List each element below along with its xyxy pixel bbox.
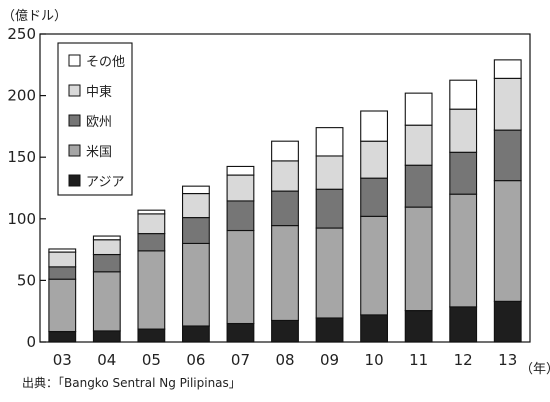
- y-tick-label-200: 200: [7, 87, 36, 105]
- bar-segment-12-s0: [449, 306, 478, 343]
- legend-label-0: その他: [86, 55, 125, 70]
- bar-segment-10-s1: [360, 215, 389, 316]
- bar-segment-04-s3: [92, 239, 121, 256]
- bar-segment-06-s0: [181, 325, 210, 343]
- bar-segment-13-s1: [493, 180, 522, 302]
- bar-segment-06-s2: [181, 217, 210, 244]
- bar-segment-09-s2: [315, 188, 344, 229]
- bar-segment-11-s4: [404, 92, 433, 126]
- bar-segment-11-s2: [404, 164, 433, 208]
- axes-layer: 0 50 100 150 200 250 03 04 05 06 07 08 09 10 11 12 13: [7, 25, 531, 369]
- source-note: 出典：「Bangko Sentral Ng Pilipinas」: [22, 376, 241, 390]
- bar-segment-12-s1: [449, 193, 478, 308]
- bar-segment-04-s0: [92, 330, 121, 343]
- legend-swatch-0: [68, 54, 81, 67]
- y-tick-label-100: 100: [7, 210, 36, 228]
- legend-label-2: 欧州: [86, 115, 112, 130]
- bar-segment-08-s2: [271, 190, 299, 227]
- bar-segment-03-s0: [48, 330, 77, 343]
- legend-swatch-2: [68, 114, 81, 127]
- bar-segment-06-s3: [181, 192, 210, 219]
- bar-segment-07-s1: [226, 229, 255, 325]
- x-tick-label-03: 03: [53, 351, 72, 369]
- bar-segment-11-s3: [404, 124, 433, 166]
- bar-segment-13-s3: [493, 77, 522, 131]
- bar-segment-13-s2: [493, 129, 522, 182]
- y-tick-label-50: 50: [17, 271, 36, 289]
- bar-segment-10-s2: [360, 177, 389, 217]
- bar-segment-07-s2: [226, 200, 255, 232]
- bar-segment-05-s2: [137, 233, 166, 252]
- bar-segment-06-s4: [181, 185, 210, 195]
- bar-segment-10-s4: [360, 110, 389, 142]
- legend-label-1: 中東: [86, 84, 112, 100]
- bar-segment-08-s0: [271, 319, 299, 343]
- bar-segment-09-s1: [315, 227, 344, 319]
- bar-segment-10-s0: [360, 314, 389, 343]
- bars-layer: [48, 59, 522, 343]
- bar-segment-09-s0: [315, 317, 344, 343]
- legend-swatch-3: [68, 144, 81, 157]
- bar-segment-08-s4: [271, 140, 299, 162]
- bar-segment-11-s1: [404, 206, 433, 312]
- bar-segment-11-s0: [404, 310, 433, 343]
- bar-segment-03-s4: [48, 248, 77, 253]
- bar-segment-08-s1: [271, 225, 299, 321]
- bar-segment-03-s1: [48, 278, 77, 333]
- bar-segment-05-s3: [137, 213, 166, 235]
- bar-segment-10-s3: [360, 140, 389, 179]
- bar-segment-04-s2: [92, 253, 121, 273]
- x-tick-label-04: 04: [97, 351, 116, 369]
- bar-segment-04-s1: [92, 271, 121, 332]
- x-tick-label-12: 12: [454, 351, 473, 369]
- bar-segment-13-s0: [493, 300, 522, 343]
- x-tick-label-07: 07: [231, 351, 250, 369]
- bar-segment-09-s3: [315, 155, 344, 190]
- bar-segment-07-s3: [226, 174, 255, 202]
- bar-segment-04-s4: [92, 235, 121, 241]
- plot-frame: [39, 33, 531, 343]
- x-axis-unit-label: （年）: [520, 362, 550, 377]
- bar-segment-05-s0: [137, 328, 166, 343]
- x-tick-label-11: 11: [409, 351, 428, 369]
- bar-segment-07-s4: [226, 165, 255, 176]
- bar-segment-09-s4: [315, 127, 344, 157]
- x-tick-label-13: 13: [498, 351, 517, 369]
- legend-swatch-4: [68, 174, 81, 187]
- bar-segment-12-s4: [449, 79, 478, 110]
- bar-segment-06-s1: [181, 242, 210, 327]
- bar-segment-03-s2: [48, 266, 77, 280]
- bar-segment-13-s4: [493, 59, 522, 79]
- x-tick-label-10: 10: [365, 351, 384, 369]
- x-tick-label-06: 06: [186, 351, 205, 369]
- y-tick-label-0: 0: [26, 333, 36, 351]
- legend-label-4: アジア: [86, 175, 124, 190]
- x-tick-label-05: 05: [142, 351, 161, 369]
- bar-segment-12-s2: [449, 151, 478, 195]
- bar-segment-05-s4: [137, 209, 166, 215]
- y-tick-label-250: 250: [7, 25, 36, 43]
- x-tick-label-09: 09: [320, 351, 339, 369]
- bar-segment-07-s0: [226, 322, 255, 343]
- bar-segment-12-s3: [449, 108, 478, 153]
- bar-segment-05-s1: [137, 250, 166, 330]
- bar-segment-03-s3: [48, 251, 77, 268]
- legend-swatch-1: [68, 84, 81, 97]
- y-tick-label-150: 150: [7, 148, 36, 166]
- y-axis-unit-label: （億ドル）: [2, 8, 67, 24]
- bar-segment-08-s3: [271, 160, 299, 192]
- legend-label-3: 米国: [86, 145, 112, 160]
- x-tick-label-08: 08: [275, 351, 294, 369]
